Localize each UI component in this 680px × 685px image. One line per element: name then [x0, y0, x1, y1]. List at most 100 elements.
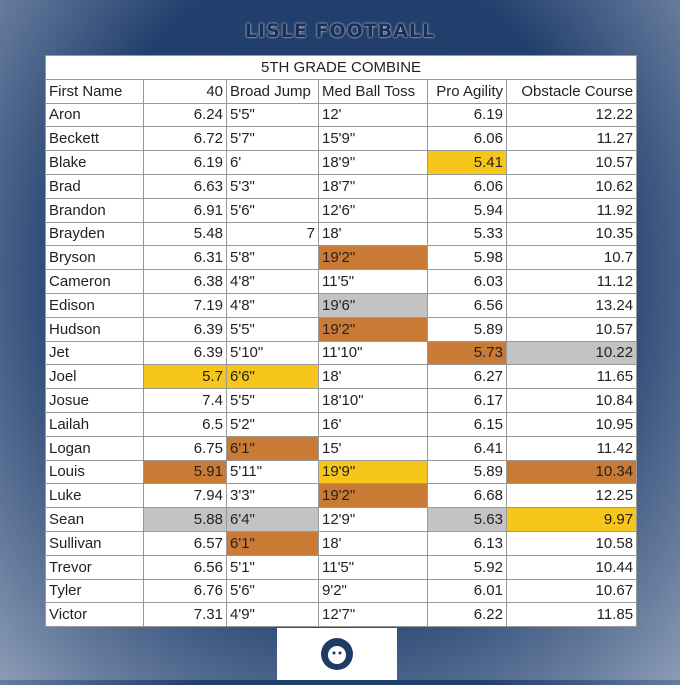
cell: 10.35 [505, 221, 638, 247]
athlete-row: Hudson 6.39 5'5" 19'2" 5.89 10.57 [45, 316, 638, 342]
cell: 6.5 [143, 411, 227, 437]
cell: 5'5" [226, 316, 319, 342]
athlete-row: Bryson 6.31 5'8" 19'2" 5.98 10.7 [45, 245, 638, 271]
cell: 6.91 [143, 197, 227, 223]
cell: 9.97 [505, 507, 638, 532]
cell: 5'5" [226, 102, 319, 128]
cell: Brandon [45, 197, 144, 223]
cell: 3'3" [226, 483, 319, 509]
athlete-row: Sullivan 6.57 6'1" 18' 6.13 10.58 [45, 530, 638, 556]
cell: 6.75 [143, 435, 227, 461]
cell: Sullivan [45, 530, 144, 556]
cell: 12'6" [318, 197, 428, 223]
cell: 10.95 [505, 411, 638, 437]
cell: 19'2" [318, 245, 428, 271]
athlete-row: Logan 6.75 6'1" 15' 6.41 11.42 [45, 435, 638, 461]
cell: 5.94 [427, 197, 507, 223]
cell: Luke [45, 483, 144, 509]
cell: 5.63 [427, 507, 507, 532]
cell: Aron [45, 102, 144, 128]
cell: Brayden [45, 221, 144, 247]
cell: 5'6" [226, 197, 319, 223]
cell: 11'5" [318, 269, 428, 294]
cell: 4'8" [226, 269, 319, 294]
cell: 6.13 [427, 530, 507, 556]
athlete-row: Josue 7.4 5'5" 18'10" 6.17 10.84 [45, 388, 638, 413]
cell: 7.19 [143, 292, 227, 318]
cell: 5'10" [226, 340, 319, 366]
cell: 19'9" [318, 459, 428, 485]
cell: 6.17 [427, 388, 507, 413]
cell: 11'5" [318, 554, 428, 580]
cell: 6'4" [226, 507, 319, 532]
cell: 18' [318, 221, 428, 247]
cell: 6.31 [143, 245, 227, 271]
cell: 5.98 [427, 245, 507, 271]
cell: 11'10" [318, 340, 428, 366]
cell: 5.89 [427, 459, 507, 485]
cell: 6.15 [427, 411, 507, 437]
cell: 11.27 [505, 126, 638, 152]
cell: Joel [45, 364, 144, 390]
athlete-row: Jet 6.39 5'10" 11'10" 5.73 10.22 [45, 340, 638, 366]
cell: 12.22 [505, 102, 638, 128]
cell: 5'11" [226, 459, 319, 485]
cell: 5'8" [226, 245, 319, 271]
cell: 5.7 [143, 364, 227, 390]
cell: 6.24 [143, 102, 227, 128]
athlete-row: Aron 6.24 5'5" 12' 6.19 12.22 [45, 102, 638, 128]
athlete-row: Victor 7.31 4'9" 12'7" 6.22 11.85 [45, 602, 638, 628]
athlete-row: Beckett 6.72 5'7" 15'9" 6.06 11.27 [45, 126, 638, 152]
cell: 5.88 [143, 507, 227, 532]
column-header: 40 [143, 78, 227, 104]
cell: 11.42 [505, 435, 638, 461]
cell: 6.22 [427, 602, 507, 628]
title-row: 5TH GRADE COMBINE [44, 55, 638, 80]
cell: Jet [45, 340, 144, 366]
cell: 7.4 [143, 388, 227, 413]
cell: 6.41 [427, 435, 507, 461]
cell: 11.65 [505, 364, 638, 390]
cell: 6.38 [143, 269, 227, 294]
header-row: First Name 40 Broad Jump Med Ball Toss Pro A… [45, 78, 638, 104]
cell: 6.19 [143, 150, 227, 175]
cell: 5'3" [226, 173, 319, 199]
table-title: 5TH GRADE COMBINE [44, 55, 638, 80]
athlete-row: Brad 6.63 5'3" 18'7" 6.06 10.62 [45, 173, 638, 199]
cell: 5.33 [427, 221, 507, 247]
cell: 11.85 [505, 602, 638, 628]
cell: 16' [318, 411, 428, 437]
cell: 7.31 [143, 602, 227, 628]
cell: 4'9" [226, 602, 319, 628]
cell: 12' [318, 102, 428, 128]
cell: Josue [45, 388, 144, 413]
cell: 5.48 [143, 221, 227, 247]
cell: 10.7 [505, 245, 638, 271]
athlete-row: Cameron 6.38 4'8" 11'5" 6.03 11.12 [45, 269, 638, 294]
athlete-row: Brandon 6.91 5'6" 12'6" 5.94 11.92 [45, 197, 638, 223]
cell: 6.01 [427, 578, 507, 604]
column-header: Obstacle Course [505, 78, 638, 104]
page-title: LISLE FOOTBALL [244, 20, 436, 42]
column-header: First Name [45, 78, 144, 104]
athlete-row: Louis 5.91 5'11" 19'9" 5.89 10.34 [45, 459, 638, 485]
athlete-row: Sean 5.88 6'4" 12'9" 5.63 9.97 [45, 507, 638, 532]
cell: Beckett [45, 126, 144, 152]
cell: 7 [226, 221, 319, 247]
cell: 5.92 [427, 554, 507, 580]
cell: 6.68 [427, 483, 507, 509]
cell: 6.63 [143, 173, 227, 199]
cell: Louis [45, 459, 144, 485]
cell: 6'6" [226, 364, 319, 390]
athlete-row: Luke 7.94 3'3" 19'2" 6.68 12.25 [45, 483, 638, 509]
cell: 19'6" [318, 292, 428, 318]
cell: 10.57 [505, 150, 638, 175]
cell: 11.92 [505, 197, 638, 223]
cell: 6.76 [143, 578, 227, 604]
cell: 6.06 [427, 126, 507, 152]
cell: 12.25 [505, 483, 638, 509]
cell: 5.41 [427, 150, 507, 175]
cell: 12'9" [318, 507, 428, 532]
cell: 19'2" [318, 316, 428, 342]
